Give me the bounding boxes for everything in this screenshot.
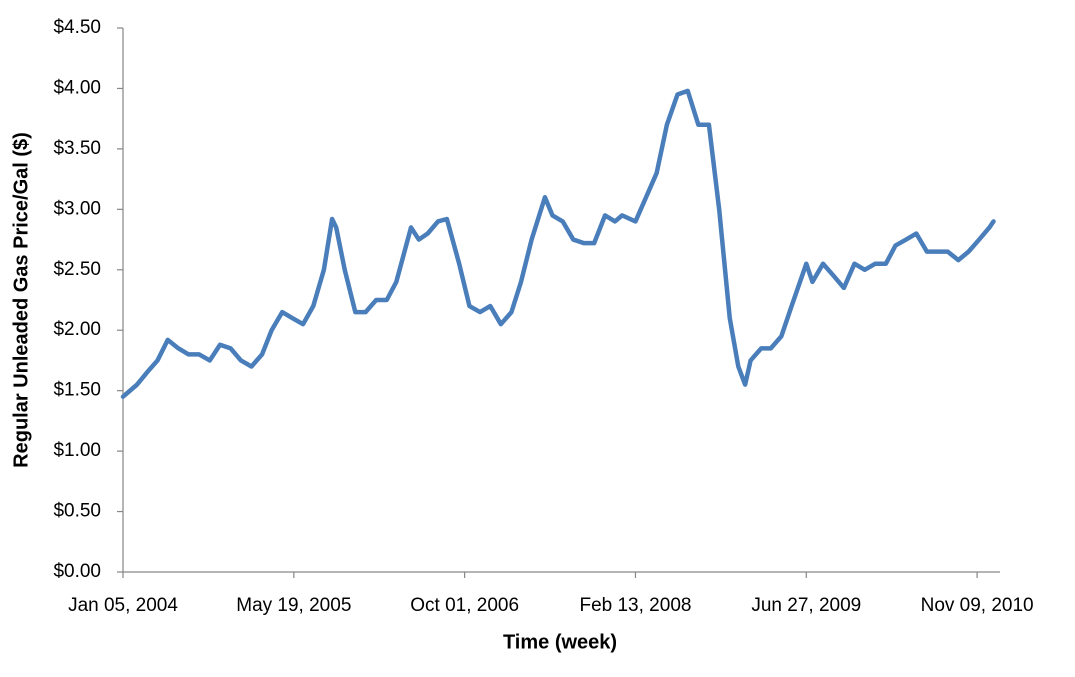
x-tick-label: Oct 01, 2006 [410,595,519,616]
x-axis-label: Time (week) [503,631,617,653]
x-tick-label: Jun 27, 2009 [751,595,861,616]
y-tick-label: $3.00 [53,198,101,219]
y-tick-label: $0.50 [53,501,101,522]
x-tick-label: Feb 13, 2008 [579,595,691,616]
y-tick-label: $4.00 [53,77,101,98]
y-tick-label: $1.00 [53,440,101,461]
data-line [120,88,996,399]
x-tick-label: Nov 09, 2010 [921,595,1034,616]
y-tick-label: $1.50 [53,380,101,401]
y-axis-label: Regular Unleaded Gas Price/Gal ($) [10,132,32,468]
y-tick-label: $3.50 [53,138,101,159]
y-tick-label: $0.00 [53,561,101,582]
y-tick-label: $4.50 [53,17,101,38]
x-tick-label: Jan 05, 2004 [68,595,178,616]
y-tick-label: $2.00 [53,319,101,340]
y-tick-label: $2.50 [53,259,101,280]
x-tick-label: May 19, 2005 [236,595,351,616]
